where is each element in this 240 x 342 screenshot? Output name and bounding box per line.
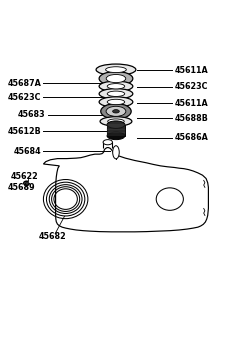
Ellipse shape [106,67,126,73]
Ellipse shape [99,89,133,99]
Ellipse shape [107,132,125,140]
Ellipse shape [106,106,126,116]
Ellipse shape [113,146,119,159]
Circle shape [25,182,29,185]
Text: 45611A: 45611A [174,66,208,75]
Ellipse shape [106,75,126,83]
Ellipse shape [100,117,132,126]
Text: 45622: 45622 [10,172,38,181]
Ellipse shape [99,97,133,107]
Ellipse shape [107,99,125,105]
Text: 45686A: 45686A [174,133,208,142]
Ellipse shape [103,140,113,145]
Text: 45683: 45683 [18,110,46,119]
Text: 45612B: 45612B [7,127,41,136]
Text: 45682: 45682 [39,232,67,240]
Ellipse shape [107,83,125,89]
Ellipse shape [99,81,133,91]
Text: 45689: 45689 [7,183,35,192]
Polygon shape [107,125,125,136]
Text: 45623C: 45623C [8,93,41,102]
Text: 45611A: 45611A [174,98,208,108]
Text: 45684: 45684 [13,147,41,156]
Text: 45688B: 45688B [174,114,208,123]
Ellipse shape [113,110,119,113]
Ellipse shape [107,121,125,128]
Text: 45687A: 45687A [7,79,41,88]
Ellipse shape [99,71,133,86]
Ellipse shape [96,64,136,75]
Text: 45623C: 45623C [174,82,208,91]
Ellipse shape [107,91,125,96]
Ellipse shape [108,119,124,124]
Ellipse shape [101,104,131,119]
